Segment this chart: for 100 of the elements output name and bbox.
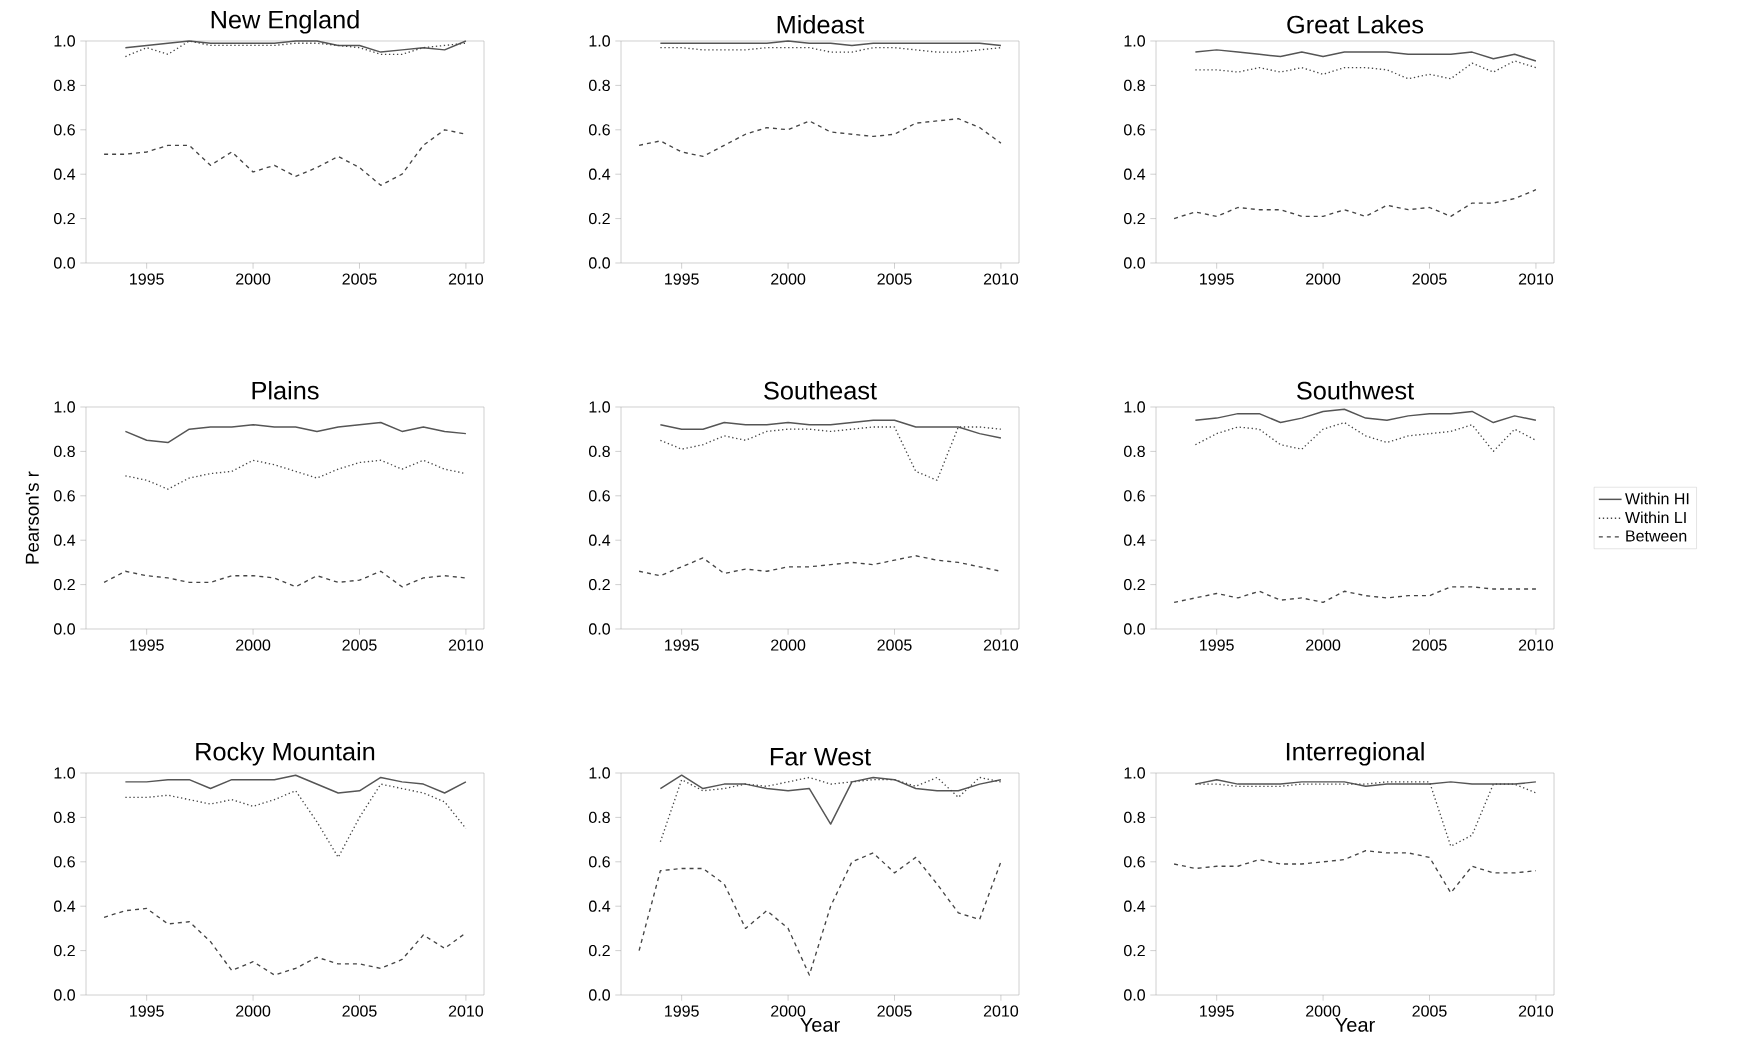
y-tick-label: 0.8 bbox=[53, 811, 75, 824]
x-tick-label: 1995 bbox=[1200, 1005, 1234, 1017]
y-tick-label: 0.6 bbox=[588, 490, 610, 502]
y-tick-label: 0.8 bbox=[1124, 79, 1145, 92]
y-tick-label: 0.6 bbox=[53, 490, 75, 502]
x-tick-label: 2000 bbox=[771, 1005, 806, 1017]
y-tick-label: 0.6 bbox=[53, 124, 75, 136]
x-tick-label: 2005 bbox=[1412, 1005, 1447, 1017]
line-series bbox=[659, 426, 1002, 481]
y-tick-label: 0.6 bbox=[1124, 124, 1145, 136]
y-tick-label: 0.8 bbox=[588, 811, 610, 824]
y-tick-label: 0.2 bbox=[588, 944, 610, 957]
y-tick-label: 0.8 bbox=[588, 445, 610, 458]
chart-title: Great Lakes bbox=[1287, 15, 1424, 34]
x-tick-label: 1995 bbox=[665, 273, 699, 285]
y-tick-label: 1.0 bbox=[1124, 401, 1145, 413]
x-tick-label: 2010 bbox=[1518, 639, 1554, 651]
chart-title: Southeast bbox=[764, 381, 877, 400]
x-tick-label: 2005 bbox=[1412, 273, 1447, 285]
y-tick-label: 1.0 bbox=[54, 35, 75, 47]
line-series bbox=[1194, 408, 1537, 424]
y-tick-label: 0.0 bbox=[588, 257, 610, 269]
y-tick-label: 0.2 bbox=[588, 212, 610, 225]
x-tick-label: 1995 bbox=[130, 639, 164, 651]
y-tick-label: 0.0 bbox=[1124, 989, 1145, 1001]
y-tick-label: 1.0 bbox=[1124, 767, 1145, 779]
chart-title: Mideast bbox=[777, 15, 865, 34]
y-tick-label: 0.2 bbox=[53, 944, 75, 957]
x-tick-label: 1995 bbox=[1200, 639, 1234, 651]
y-tick-label: 0.4 bbox=[588, 534, 611, 546]
x-tick-label: 2005 bbox=[342, 1005, 377, 1017]
y-axis-title: Pearson's r bbox=[25, 471, 39, 564]
x-tick-label: 2005 bbox=[342, 273, 377, 285]
line-series bbox=[1194, 421, 1537, 453]
legend-label: Within HI bbox=[1625, 492, 1689, 505]
x-tick-label: 1995 bbox=[1200, 273, 1234, 285]
x-tick-label: 1995 bbox=[130, 1005, 164, 1017]
x-tick-label: 2010 bbox=[448, 273, 484, 285]
y-tick-label: 0.4 bbox=[53, 900, 76, 912]
x-axis-title: Year bbox=[800, 1017, 840, 1032]
y-tick-label: 0.0 bbox=[53, 989, 75, 1001]
y-tick-label: 0.4 bbox=[53, 534, 76, 546]
line-series bbox=[638, 852, 1002, 976]
x-axis-title: Year bbox=[1335, 1017, 1375, 1032]
chart-title: New England bbox=[211, 10, 359, 34]
x-tick-label: 2005 bbox=[877, 1005, 912, 1017]
x-tick-label: 2000 bbox=[1306, 273, 1341, 285]
chart-title: Plains bbox=[252, 381, 319, 400]
x-tick-label: 2000 bbox=[236, 639, 271, 651]
y-tick-label: 0.0 bbox=[53, 257, 75, 269]
line-series bbox=[659, 776, 1002, 843]
y-tick-label: 0.2 bbox=[1124, 578, 1145, 591]
x-tick-label: 2005 bbox=[1412, 639, 1447, 651]
legend-label: Between bbox=[1626, 530, 1687, 542]
y-tick-label: 0.6 bbox=[588, 856, 610, 868]
y-tick-label: 1.0 bbox=[589, 401, 610, 413]
x-tick-label: 2010 bbox=[1518, 1005, 1554, 1017]
y-tick-label: 1.0 bbox=[54, 401, 75, 413]
y-tick-label: 0.6 bbox=[588, 124, 610, 136]
x-tick-label: 1995 bbox=[665, 639, 699, 651]
x-tick-label: 2010 bbox=[983, 1005, 1019, 1017]
x-tick-label: 2010 bbox=[983, 273, 1019, 285]
line-series bbox=[124, 421, 467, 444]
x-tick-label: 1995 bbox=[130, 273, 164, 285]
y-tick-label: 1.0 bbox=[589, 35, 610, 47]
y-tick-label: 0.4 bbox=[53, 168, 76, 180]
x-tick-label: 1995 bbox=[665, 1005, 699, 1017]
y-tick-label: 0.4 bbox=[1124, 168, 1146, 180]
x-tick-label: 2000 bbox=[1306, 639, 1341, 651]
y-tick-label: 0.6 bbox=[1124, 856, 1145, 868]
x-tick-label: 2010 bbox=[448, 639, 484, 651]
y-tick-label: 0.8 bbox=[53, 445, 75, 458]
x-tick-label: 2005 bbox=[877, 639, 912, 651]
line-series bbox=[1173, 850, 1537, 894]
legend-label: Within LI bbox=[1625, 511, 1686, 524]
y-tick-label: 1.0 bbox=[54, 767, 75, 779]
chart-title: Southwest bbox=[1297, 381, 1414, 400]
y-tick-label: 0.2 bbox=[53, 212, 75, 225]
y-tick-label: 0.0 bbox=[588, 989, 610, 1001]
line-series bbox=[103, 570, 467, 588]
x-tick-label: 2010 bbox=[983, 639, 1019, 651]
x-tick-label: 2010 bbox=[448, 1005, 484, 1017]
y-tick-label: 0.2 bbox=[53, 578, 75, 591]
x-tick-label: 2000 bbox=[1306, 1005, 1341, 1017]
y-tick-label: 0.6 bbox=[1124, 490, 1145, 502]
y-tick-label: 0.4 bbox=[1124, 900, 1146, 912]
chart-title: Interregional bbox=[1286, 742, 1424, 766]
y-tick-label: 1.0 bbox=[589, 767, 610, 779]
line-series bbox=[1173, 189, 1537, 220]
x-tick-label: 2010 bbox=[1518, 273, 1554, 285]
x-tick-label: 2000 bbox=[771, 273, 806, 285]
y-tick-label: 1.0 bbox=[1124, 35, 1145, 47]
x-tick-label: 2000 bbox=[771, 639, 806, 651]
x-tick-label: 2000 bbox=[236, 1005, 271, 1017]
x-tick-label: 2000 bbox=[236, 273, 271, 285]
y-tick-label: 0.4 bbox=[1124, 534, 1146, 546]
y-tick-label: 0.4 bbox=[588, 168, 611, 180]
line-series bbox=[1194, 60, 1537, 80]
chart-title: Rocky Mountain bbox=[196, 742, 375, 766]
y-tick-label: 0.2 bbox=[588, 578, 610, 591]
